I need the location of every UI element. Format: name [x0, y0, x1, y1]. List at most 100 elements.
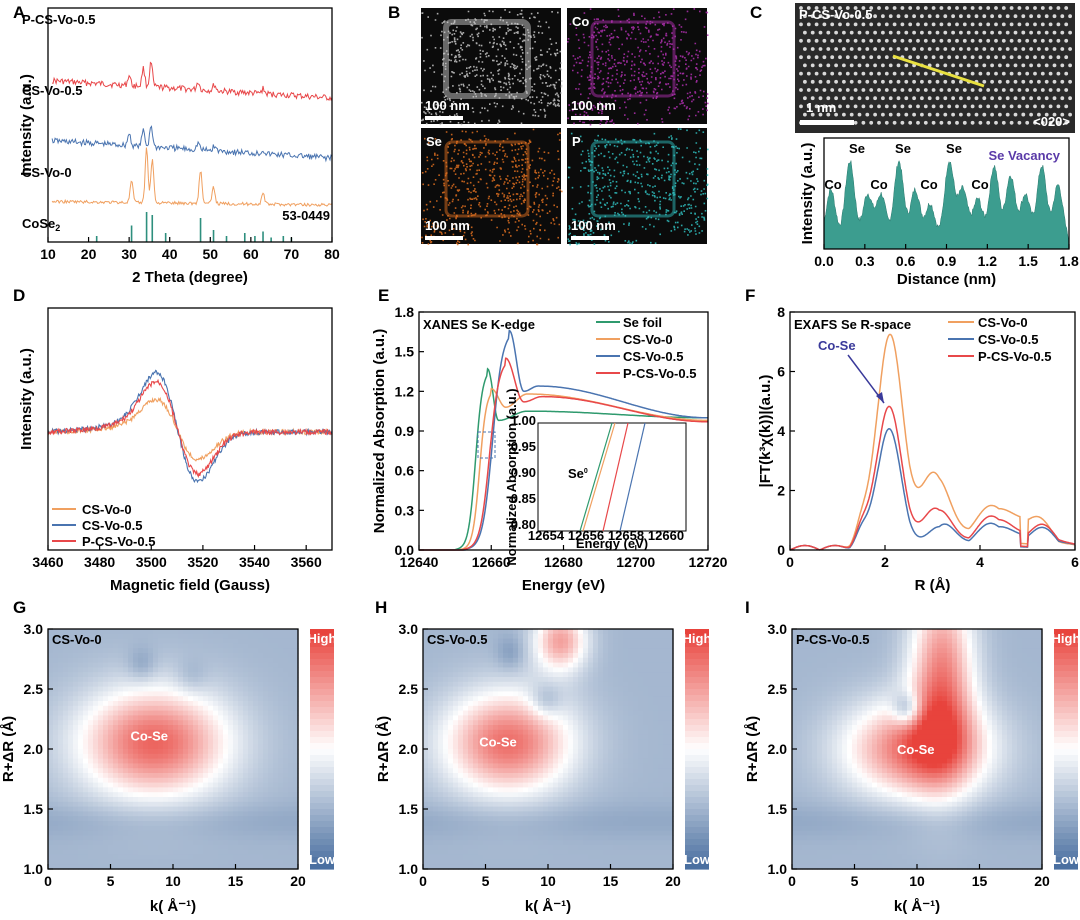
wt-cell — [63, 840, 69, 846]
wt-cell — [433, 696, 439, 702]
wt-cell — [118, 849, 124, 856]
x-tick-label: 50 — [202, 246, 218, 262]
wt-cell — [83, 821, 89, 827]
wt-cell — [213, 773, 219, 779]
wt-cell — [53, 629, 59, 635]
wt-cell — [473, 763, 479, 769]
wt-cell — [423, 801, 429, 808]
wt-cell — [543, 749, 549, 755]
wt-cell — [158, 821, 164, 827]
wt-cell — [163, 816, 169, 822]
wt-cell — [503, 749, 509, 755]
wt-cell — [98, 777, 104, 784]
wt-cell — [193, 744, 199, 750]
wt-cell — [253, 749, 259, 755]
wt-cell — [218, 806, 224, 812]
wt-cell — [163, 633, 169, 640]
wt-cell — [433, 787, 439, 793]
wt-cell — [88, 768, 94, 774]
wt-cell — [423, 648, 429, 654]
wt-cell — [148, 629, 154, 635]
wt-cell — [183, 696, 189, 702]
wt-cell — [68, 782, 74, 788]
wt-cell — [483, 840, 489, 846]
wt-cell — [268, 773, 274, 779]
wt-cell — [433, 662, 439, 668]
wt-cell — [113, 662, 119, 668]
wt-cell — [428, 667, 434, 673]
wt-cell — [508, 710, 514, 716]
wt-cell — [543, 662, 549, 668]
wt-cell — [488, 662, 494, 668]
wt-cell — [178, 653, 184, 659]
wt-cell — [603, 797, 609, 803]
wt-cell — [83, 859, 89, 865]
wt-cell — [148, 744, 154, 750]
wt-cell — [633, 864, 639, 870]
wt-cell — [438, 830, 444, 836]
wt-cell — [493, 840, 499, 846]
wt-cell — [603, 638, 609, 644]
wt-cell — [83, 715, 89, 721]
wt-cell — [248, 710, 254, 716]
wt-cell — [588, 849, 594, 856]
wt-cell — [563, 749, 569, 755]
wt-cell — [238, 710, 244, 716]
wt-cell — [73, 725, 79, 731]
wt-cell — [548, 753, 554, 760]
wt-cell — [263, 705, 269, 712]
wt-cell — [113, 787, 119, 793]
wt-cell — [68, 763, 74, 769]
wt-cell — [228, 677, 234, 683]
wt-cell — [228, 768, 234, 774]
x-tick-label: 5 — [107, 873, 115, 889]
wt-cell — [228, 686, 234, 692]
wt-cell — [638, 763, 644, 769]
wt-cell — [448, 864, 454, 870]
wt-cell — [468, 696, 474, 702]
wt-cell — [448, 787, 454, 793]
wt-cell — [473, 662, 479, 668]
wt-cell — [478, 859, 484, 865]
wt-cell — [93, 792, 99, 798]
wt-cell — [488, 734, 494, 740]
wt-cell — [278, 672, 284, 678]
wt-cell — [268, 653, 274, 659]
wt-cell — [423, 715, 429, 721]
wt-cell — [523, 701, 529, 707]
wt-cell — [283, 629, 289, 635]
wt-cell — [213, 864, 219, 870]
wt-cell — [48, 825, 54, 832]
wt-cell — [118, 715, 124, 721]
wt-cell — [258, 691, 264, 697]
wt-cell — [103, 653, 109, 659]
wt-cell — [113, 777, 119, 784]
wt-cell — [68, 720, 74, 726]
wt-cell — [133, 864, 139, 870]
wt-cell — [623, 758, 629, 764]
wt-cell — [618, 825, 624, 832]
wt-cell — [198, 710, 204, 716]
wt-cell — [433, 705, 439, 712]
wt-cell — [458, 653, 464, 659]
wt-cell — [523, 801, 529, 808]
wt-cell — [608, 648, 614, 654]
wt-cell — [503, 705, 509, 712]
wt-cell — [543, 739, 549, 745]
wt-cell — [513, 725, 519, 731]
wt-cell — [608, 806, 614, 812]
wt-cell — [243, 638, 249, 644]
wt-cell — [578, 787, 584, 793]
wt-cell — [573, 811, 579, 817]
wt-cell — [468, 691, 474, 697]
wt-cell — [188, 821, 194, 827]
wt-cell — [293, 643, 299, 649]
wt-cell — [628, 734, 634, 740]
wt-cell — [153, 720, 159, 726]
wt-cell — [468, 830, 474, 836]
wt-cell — [428, 773, 434, 779]
x-axis-label: k( Å⁻¹) — [150, 898, 196, 915]
wt-cell — [228, 806, 234, 812]
wt-cell — [233, 648, 239, 654]
wt-cell — [178, 821, 184, 827]
